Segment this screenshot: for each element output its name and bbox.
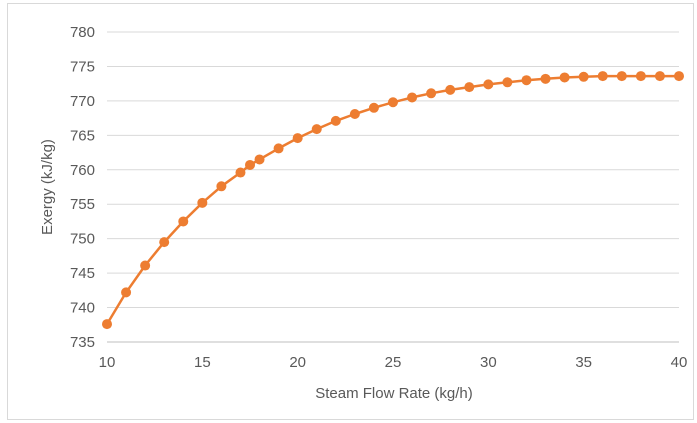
y-tick-label: 745 xyxy=(70,265,95,282)
series-group xyxy=(102,71,684,330)
x-axis-title: Steam Flow Rate (kg/h) xyxy=(315,385,473,402)
y-tick-label: 750 xyxy=(70,231,95,248)
data-point xyxy=(654,71,665,82)
data-point xyxy=(426,88,437,99)
data-point xyxy=(197,197,208,208)
data-point xyxy=(483,79,494,90)
x-tick-label: 15 xyxy=(194,354,211,371)
data-point xyxy=(178,216,189,227)
y-tick-label: 765 xyxy=(70,127,95,144)
data-point xyxy=(273,143,284,154)
data-point xyxy=(368,102,379,113)
data-point xyxy=(330,115,341,126)
gridlines xyxy=(107,31,679,343)
data-point xyxy=(235,167,246,178)
data-point xyxy=(311,124,322,135)
data-point xyxy=(388,97,398,108)
y-tick-labels: 735 740 745 750 755 760 765 770 775 780 xyxy=(70,24,95,351)
data-point xyxy=(521,75,532,86)
chart-frame xyxy=(7,3,694,420)
data-point xyxy=(464,82,475,93)
data-point xyxy=(635,71,646,82)
x-tick-label: 35 xyxy=(575,354,592,371)
y-tick-label: 735 xyxy=(70,334,95,351)
series-line xyxy=(105,74,679,325)
data-point xyxy=(502,77,513,88)
data-point xyxy=(159,237,170,248)
x-tick-labels: 10 15 20 25 30 35 40 xyxy=(99,354,688,371)
data-point xyxy=(254,154,265,165)
data-point xyxy=(102,319,112,330)
data-point xyxy=(540,73,551,84)
y-tick-label: 780 xyxy=(70,24,95,41)
data-point xyxy=(674,71,684,82)
x-tick-label: 30 xyxy=(480,354,497,371)
y-tick-label: 755 xyxy=(70,196,95,213)
data-point xyxy=(407,92,418,103)
x-tick-label: 25 xyxy=(385,354,402,371)
data-point xyxy=(292,133,303,144)
data-point xyxy=(121,287,132,298)
x-tick-label: 20 xyxy=(289,354,306,371)
y-axis-title: Exergy (kJ/kg) xyxy=(39,139,56,235)
data-point xyxy=(578,71,589,82)
y-tick-label: 760 xyxy=(70,162,95,179)
data-point xyxy=(559,72,570,83)
y-tick-label: 740 xyxy=(70,300,95,317)
data-point xyxy=(349,108,360,119)
data-point xyxy=(597,71,608,82)
y-tick-label: 770 xyxy=(70,93,95,110)
y-tick-label: 775 xyxy=(70,58,95,75)
data-point xyxy=(216,181,227,192)
data-point xyxy=(245,159,255,170)
data-point xyxy=(616,71,627,82)
data-point xyxy=(140,260,151,271)
x-tick-label: 10 xyxy=(99,354,116,371)
data-point xyxy=(445,84,456,95)
x-tick-label: 40 xyxy=(671,354,688,371)
